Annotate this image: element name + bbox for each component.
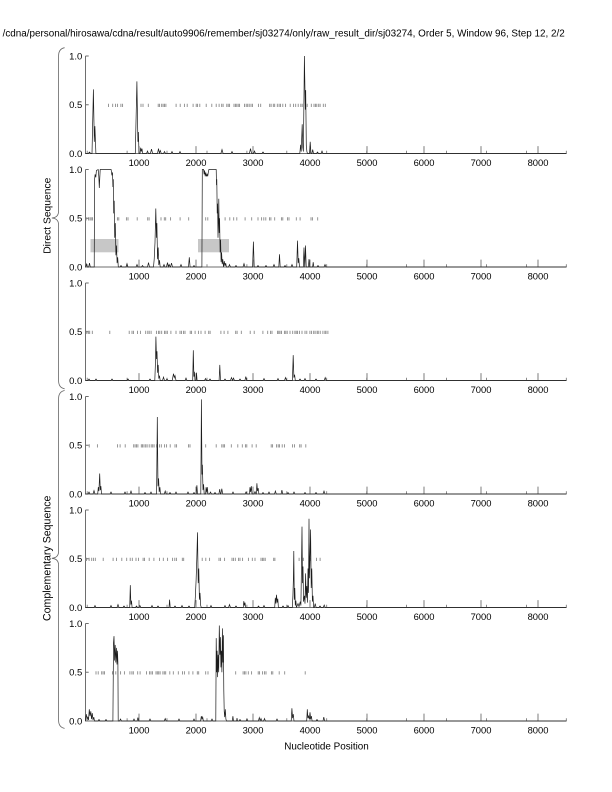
svg-text:5000: 5000 (357, 270, 378, 281)
svg-text:0.0: 0.0 (69, 149, 82, 160)
svg-text:0.5: 0.5 (69, 554, 82, 565)
svg-text:8000: 8000 (528, 157, 549, 168)
svg-text:3000: 3000 (243, 724, 264, 735)
svg-text:3000: 3000 (243, 611, 264, 622)
svg-text:7000: 7000 (471, 724, 492, 735)
svg-text:8000: 8000 (528, 611, 549, 622)
svg-text:7000: 7000 (471, 270, 492, 281)
svg-text:0.0: 0.0 (69, 262, 82, 273)
svg-text:5000: 5000 (357, 157, 378, 168)
svg-text:3000: 3000 (243, 384, 264, 395)
svg-text:0.5: 0.5 (69, 100, 82, 111)
svg-text:Nucleotide Position: Nucleotide Position (284, 741, 369, 752)
svg-text:0.5: 0.5 (69, 668, 82, 679)
svg-text:6000: 6000 (414, 384, 435, 395)
svg-text:6000: 6000 (414, 724, 435, 735)
svg-text:0.0: 0.0 (69, 489, 82, 500)
svg-text:1000: 1000 (129, 497, 150, 508)
svg-text:6000: 6000 (414, 270, 435, 281)
svg-text:3000: 3000 (243, 270, 264, 281)
svg-text:1.0: 1.0 (69, 392, 82, 403)
svg-text:1.0: 1.0 (69, 505, 82, 516)
svg-text:5000: 5000 (357, 497, 378, 508)
svg-text:5000: 5000 (357, 724, 378, 735)
svg-text:6000: 6000 (414, 611, 435, 622)
svg-text:3000: 3000 (243, 157, 264, 168)
svg-text:1.0: 1.0 (69, 51, 82, 62)
svg-text:Complementary Sequence: Complementary Sequence (41, 495, 53, 621)
svg-text:0.0: 0.0 (69, 603, 82, 614)
svg-text:Direct Sequence: Direct Sequence (43, 177, 54, 253)
svg-text:5000: 5000 (357, 611, 378, 622)
svg-text:1000: 1000 (129, 270, 150, 281)
svg-text:1000: 1000 (129, 157, 150, 168)
svg-text:4000: 4000 (300, 270, 321, 281)
svg-text:2000: 2000 (186, 724, 207, 735)
svg-text:/cdna/personal/hirosawa/cdna/r: /cdna/personal/hirosawa/cdna/result/auto… (3, 28, 565, 39)
svg-text:2000: 2000 (186, 157, 207, 168)
svg-text:1000: 1000 (129, 384, 150, 395)
svg-text:0.0: 0.0 (69, 716, 82, 727)
svg-text:1.0: 1.0 (69, 278, 82, 289)
svg-text:6000: 6000 (414, 497, 435, 508)
svg-text:7000: 7000 (471, 384, 492, 395)
svg-text:8000: 8000 (528, 270, 549, 281)
svg-text:8000: 8000 (528, 497, 549, 508)
svg-text:4000: 4000 (300, 157, 321, 168)
svg-text:4000: 4000 (300, 497, 321, 508)
svg-text:4000: 4000 (300, 384, 321, 395)
svg-text:4000: 4000 (300, 611, 321, 622)
svg-text:3000: 3000 (243, 497, 264, 508)
svg-text:0.0: 0.0 (69, 376, 82, 387)
svg-text:5000: 5000 (357, 384, 378, 395)
svg-text:1.0: 1.0 (69, 619, 82, 630)
svg-text:1.0: 1.0 (69, 165, 82, 176)
svg-text:7000: 7000 (471, 157, 492, 168)
svg-text:6000: 6000 (414, 157, 435, 168)
svg-text:7000: 7000 (471, 497, 492, 508)
svg-text:2000: 2000 (186, 384, 207, 395)
svg-text:2000: 2000 (186, 497, 207, 508)
svg-text:7000: 7000 (471, 611, 492, 622)
svg-text:2000: 2000 (186, 611, 207, 622)
svg-text:0.5: 0.5 (69, 327, 82, 338)
svg-text:4000: 4000 (300, 724, 321, 735)
svg-text:2000: 2000 (186, 270, 207, 281)
svg-text:8000: 8000 (528, 384, 549, 395)
svg-text:0.5: 0.5 (69, 214, 82, 225)
svg-text:8000: 8000 (528, 724, 549, 735)
svg-text:1000: 1000 (129, 724, 150, 735)
svg-text:0.5: 0.5 (69, 441, 82, 452)
svg-text:1000: 1000 (129, 611, 150, 622)
